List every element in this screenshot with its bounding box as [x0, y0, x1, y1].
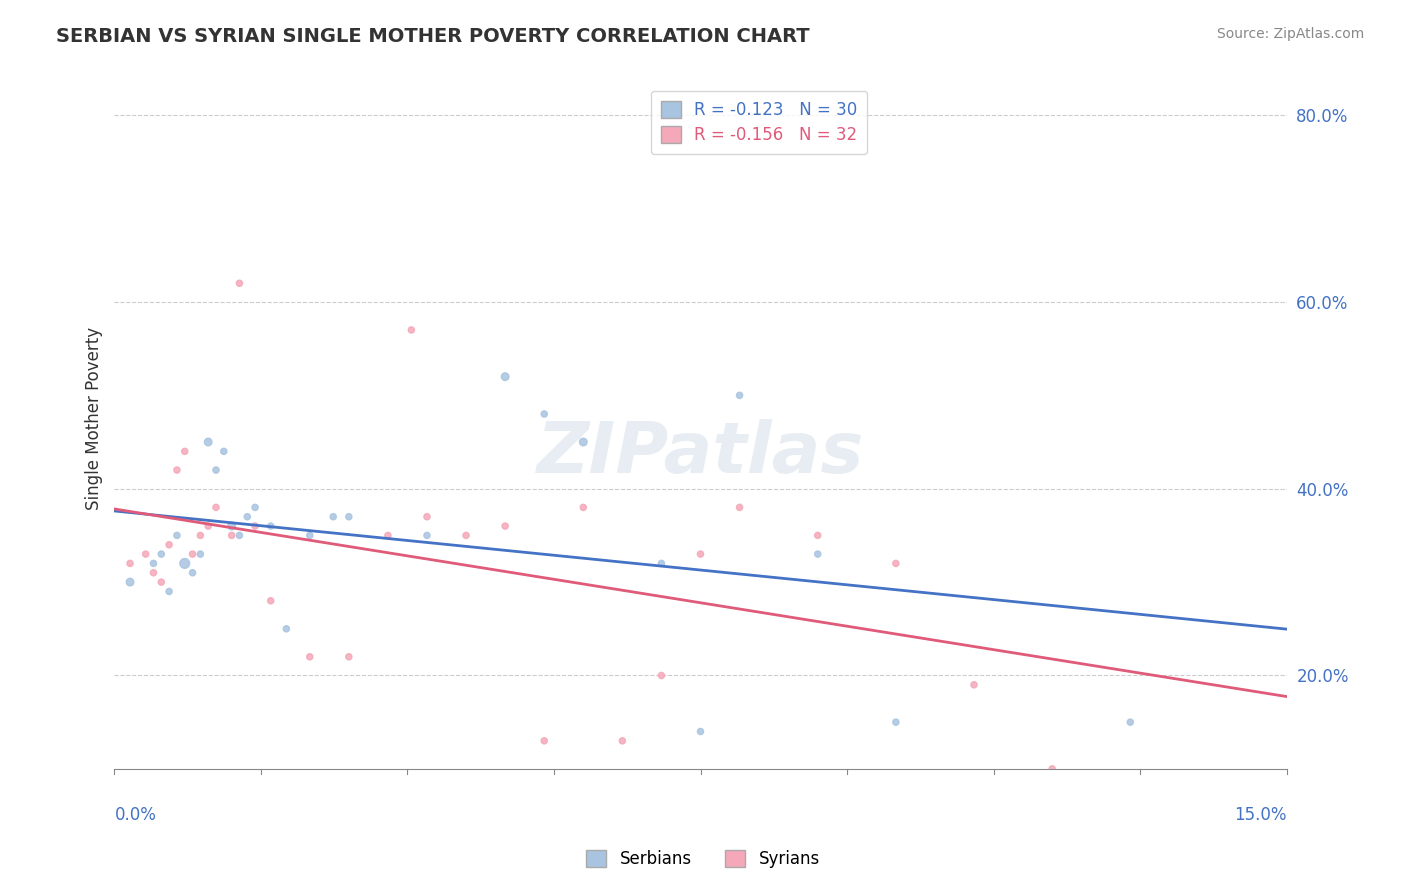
Point	[157, 538, 180, 552]
Point	[454, 528, 477, 542]
Point	[221, 519, 243, 533]
Point	[142, 557, 165, 571]
Point	[572, 435, 595, 450]
Point	[963, 678, 986, 692]
Point	[190, 547, 212, 561]
Point	[118, 557, 141, 571]
Point	[298, 649, 321, 664]
Point	[173, 557, 195, 571]
Point	[205, 463, 228, 477]
Point	[689, 724, 711, 739]
Point	[243, 519, 266, 533]
Text: SERBIAN VS SYRIAN SINGLE MOTHER POVERTY CORRELATION CHART: SERBIAN VS SYRIAN SINGLE MOTHER POVERTY …	[56, 27, 810, 45]
Point	[135, 547, 157, 561]
Point	[118, 575, 141, 590]
Point	[728, 388, 751, 402]
Point	[166, 528, 188, 542]
Point	[157, 584, 180, 599]
Point	[181, 566, 204, 580]
Point	[807, 547, 830, 561]
Point	[401, 323, 423, 337]
Point	[181, 547, 204, 561]
Point	[337, 649, 360, 664]
Point	[416, 509, 439, 524]
Y-axis label: Single Mother Poverty: Single Mother Poverty	[86, 327, 103, 510]
Point	[728, 500, 751, 515]
Text: 0.0%: 0.0%	[114, 806, 156, 824]
Point	[416, 528, 439, 542]
Point	[142, 566, 165, 580]
Point	[166, 463, 188, 477]
Legend: Serbians, Syrians: Serbians, Syrians	[579, 843, 827, 875]
Text: ZIPatlas: ZIPatlas	[537, 419, 865, 488]
Point	[807, 528, 830, 542]
Point	[322, 509, 344, 524]
Point	[494, 519, 516, 533]
Point	[197, 519, 219, 533]
Point	[197, 435, 219, 450]
Point	[173, 444, 195, 458]
Point	[533, 734, 555, 748]
Point	[612, 734, 634, 748]
Point	[221, 528, 243, 542]
Point	[228, 277, 250, 291]
Point	[190, 528, 212, 542]
Point	[205, 500, 228, 515]
Point	[298, 528, 321, 542]
Point	[228, 528, 250, 542]
Point	[650, 668, 672, 682]
Point	[150, 575, 173, 590]
Point	[1119, 715, 1142, 730]
Point	[884, 557, 907, 571]
Point	[650, 557, 672, 571]
Point	[1040, 762, 1063, 776]
Point	[689, 547, 711, 561]
Point	[494, 369, 516, 384]
Point	[276, 622, 298, 636]
Point	[212, 444, 235, 458]
Point	[884, 715, 907, 730]
Point	[377, 528, 399, 542]
Point	[150, 547, 173, 561]
Point	[572, 500, 595, 515]
Point	[236, 509, 259, 524]
Text: Source: ZipAtlas.com: Source: ZipAtlas.com	[1216, 27, 1364, 41]
Point	[243, 500, 266, 515]
Legend: R = -0.123   N = 30, R = -0.156   N = 32: R = -0.123 N = 30, R = -0.156 N = 32	[651, 91, 868, 153]
Point	[260, 519, 283, 533]
Point	[337, 509, 360, 524]
Point	[260, 594, 283, 608]
Point	[533, 407, 555, 421]
Text: 15.0%: 15.0%	[1234, 806, 1286, 824]
